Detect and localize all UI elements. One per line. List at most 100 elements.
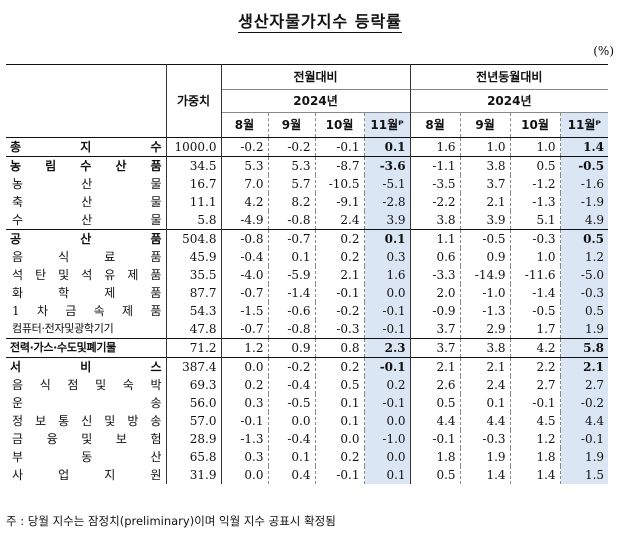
label-char: 금 bbox=[12, 432, 24, 446]
yoy-cell: 4.9 bbox=[560, 211, 609, 230]
mom-cell: -0.2 bbox=[268, 357, 316, 376]
mom-cell: -0.4 bbox=[268, 376, 316, 394]
label-char: 산 bbox=[81, 195, 93, 209]
yoy-cell: 3.7 bbox=[410, 338, 461, 358]
label-char: 농 bbox=[10, 159, 22, 173]
label-char: 품 bbox=[150, 159, 162, 173]
yoy-cell: 3.8 bbox=[460, 156, 511, 175]
weight-cell: 16.7 bbox=[166, 175, 222, 193]
label-char: 제 bbox=[122, 304, 134, 318]
yoy-cell: 3.8 bbox=[460, 338, 511, 358]
header-month: 8월 bbox=[221, 112, 269, 138]
header-yoy: 전년동월대비 bbox=[476, 70, 543, 84]
yoy-cell: 1.5 bbox=[560, 466, 609, 484]
mom-cell: -0.1 bbox=[221, 412, 269, 430]
table-row: 전력·가스·수도및폐기물 71.2 1.2 0.9 0.8 2.3 3.7 3.8 4.2 5.8 bbox=[6, 338, 609, 358]
weight-cell: 71.2 bbox=[166, 338, 222, 358]
mom-cell: 5.3 bbox=[221, 156, 269, 175]
mom-cell: -1.0 bbox=[364, 430, 411, 448]
table-row: 석 탄 및 석 유 제 품 35.5 -4.0 -5.9 2.1 1.6 -3.3 -14.9 -11.6-… bbox=[6, 266, 609, 284]
table-title: 생산자물가지수 등락률 bbox=[238, 12, 402, 33]
yoy-cell: 2.1 bbox=[460, 193, 511, 211]
mom-cell: 0.2 bbox=[315, 357, 365, 376]
weight-cell: 57.0 bbox=[166, 412, 222, 430]
mom-cell: 0.4 bbox=[268, 466, 316, 484]
label-char: 박 bbox=[150, 378, 162, 392]
yoy-cell: 2.6 bbox=[410, 376, 461, 394]
weight-cell: 28.9 bbox=[166, 430, 222, 448]
label-char: 험 bbox=[150, 432, 162, 446]
yoy-cell: -1.2 bbox=[510, 175, 561, 193]
weight-cell: 11.1 bbox=[166, 193, 222, 211]
label-char: 석 bbox=[81, 268, 93, 282]
label-char: 품 bbox=[150, 304, 162, 318]
yoy-cell: 1.0 bbox=[460, 137, 511, 157]
label-char: 사 bbox=[12, 468, 24, 482]
mom-cell: -0.7 bbox=[221, 320, 269, 339]
label-char: 숙 bbox=[122, 378, 134, 392]
yoy-cell: -0.5 bbox=[460, 229, 511, 248]
label-char: 수 bbox=[150, 140, 162, 154]
mom-cell: 0.1 bbox=[315, 394, 365, 412]
header-month: 10월 bbox=[510, 112, 561, 138]
label-char: 원 bbox=[150, 468, 162, 482]
label-char: 품 bbox=[150, 250, 162, 264]
label-char: 산 bbox=[80, 232, 92, 246]
yoy-cell: 2.0 bbox=[410, 284, 461, 302]
yoy-cell: 2.7 bbox=[560, 376, 609, 394]
label-char: 및 bbox=[95, 378, 107, 392]
yoy-cell: 0.9 bbox=[460, 248, 511, 266]
yoy-cell: -0.3 bbox=[510, 229, 561, 248]
table-row: 축 산 물 11.1 4.2 8.2 -9.1 -2.8 -2.2 2.1 -1.3 -1.9 bbox=[6, 193, 609, 211]
mom-cell: 0.3 bbox=[221, 448, 269, 466]
mom-cell: -0.4 bbox=[268, 430, 316, 448]
mom-cell: 0.8 bbox=[315, 338, 365, 358]
mom-cell: 0.0 bbox=[364, 448, 411, 466]
mom-cell: -1.3 bbox=[221, 430, 269, 448]
yoy-cell: 3.9 bbox=[460, 211, 511, 230]
mom-cell: 0.0 bbox=[221, 466, 269, 484]
unit-label: (%) bbox=[593, 44, 614, 58]
mom-cell: 2.1 bbox=[315, 266, 365, 284]
mom-cell: 7.0 bbox=[221, 175, 269, 193]
yoy-cell: -1.4 bbox=[510, 284, 561, 302]
label-char: 축 bbox=[12, 195, 24, 209]
label-char: 속 bbox=[93, 304, 105, 318]
table-row: 1 차 금 속 제 품 54.3 -1.5 -0.6 -0.2 -0.1 -0.9 -1.3 -0.5 0.… bbox=[6, 302, 609, 320]
label-char: 수 bbox=[12, 213, 24, 227]
mom-cell: -1.5 bbox=[221, 302, 269, 320]
label-char: 운 bbox=[12, 396, 24, 410]
label-char: 품 bbox=[150, 268, 162, 282]
mom-cell: 0.0 bbox=[221, 357, 269, 376]
label-char: 학 bbox=[58, 286, 70, 300]
label-char: 유 bbox=[104, 268, 116, 282]
label-char: 동 bbox=[81, 450, 93, 464]
label-char: 식 bbox=[39, 378, 51, 392]
mom-cell: -10.5 bbox=[315, 175, 365, 193]
weight-cell: 35.5 bbox=[166, 266, 222, 284]
mom-cell: -9.1 bbox=[315, 193, 365, 211]
weight-cell: 5.8 bbox=[166, 211, 222, 230]
label-char: 산 bbox=[81, 177, 93, 191]
yoy-cell: 1.9 bbox=[560, 448, 609, 466]
mom-cell: 0.1 bbox=[364, 137, 411, 157]
label-char: 지 bbox=[80, 140, 92, 154]
yoy-cell: -1.6 bbox=[560, 175, 609, 193]
mom-cell: -0.1 bbox=[364, 394, 411, 412]
yoy-cell: 5.1 bbox=[510, 211, 561, 230]
yoy-cell: 2.2 bbox=[510, 357, 561, 376]
header-year-mom: 2024년 bbox=[221, 89, 411, 113]
mom-cell: -5.9 bbox=[268, 266, 316, 284]
footnote: 주 : 당월 지수는 잠정치(preliminary)이며 익월 지수 공표시 … bbox=[6, 514, 336, 528]
mom-cell: -0.1 bbox=[364, 320, 411, 339]
yoy-cell: -1.0 bbox=[460, 284, 511, 302]
header-month-current: 11월ᴾ bbox=[560, 112, 609, 138]
yoy-cell: 1.4 bbox=[460, 466, 511, 484]
mom-cell: 0.2 bbox=[315, 229, 365, 248]
yoy-cell: 0.6 bbox=[410, 248, 461, 266]
